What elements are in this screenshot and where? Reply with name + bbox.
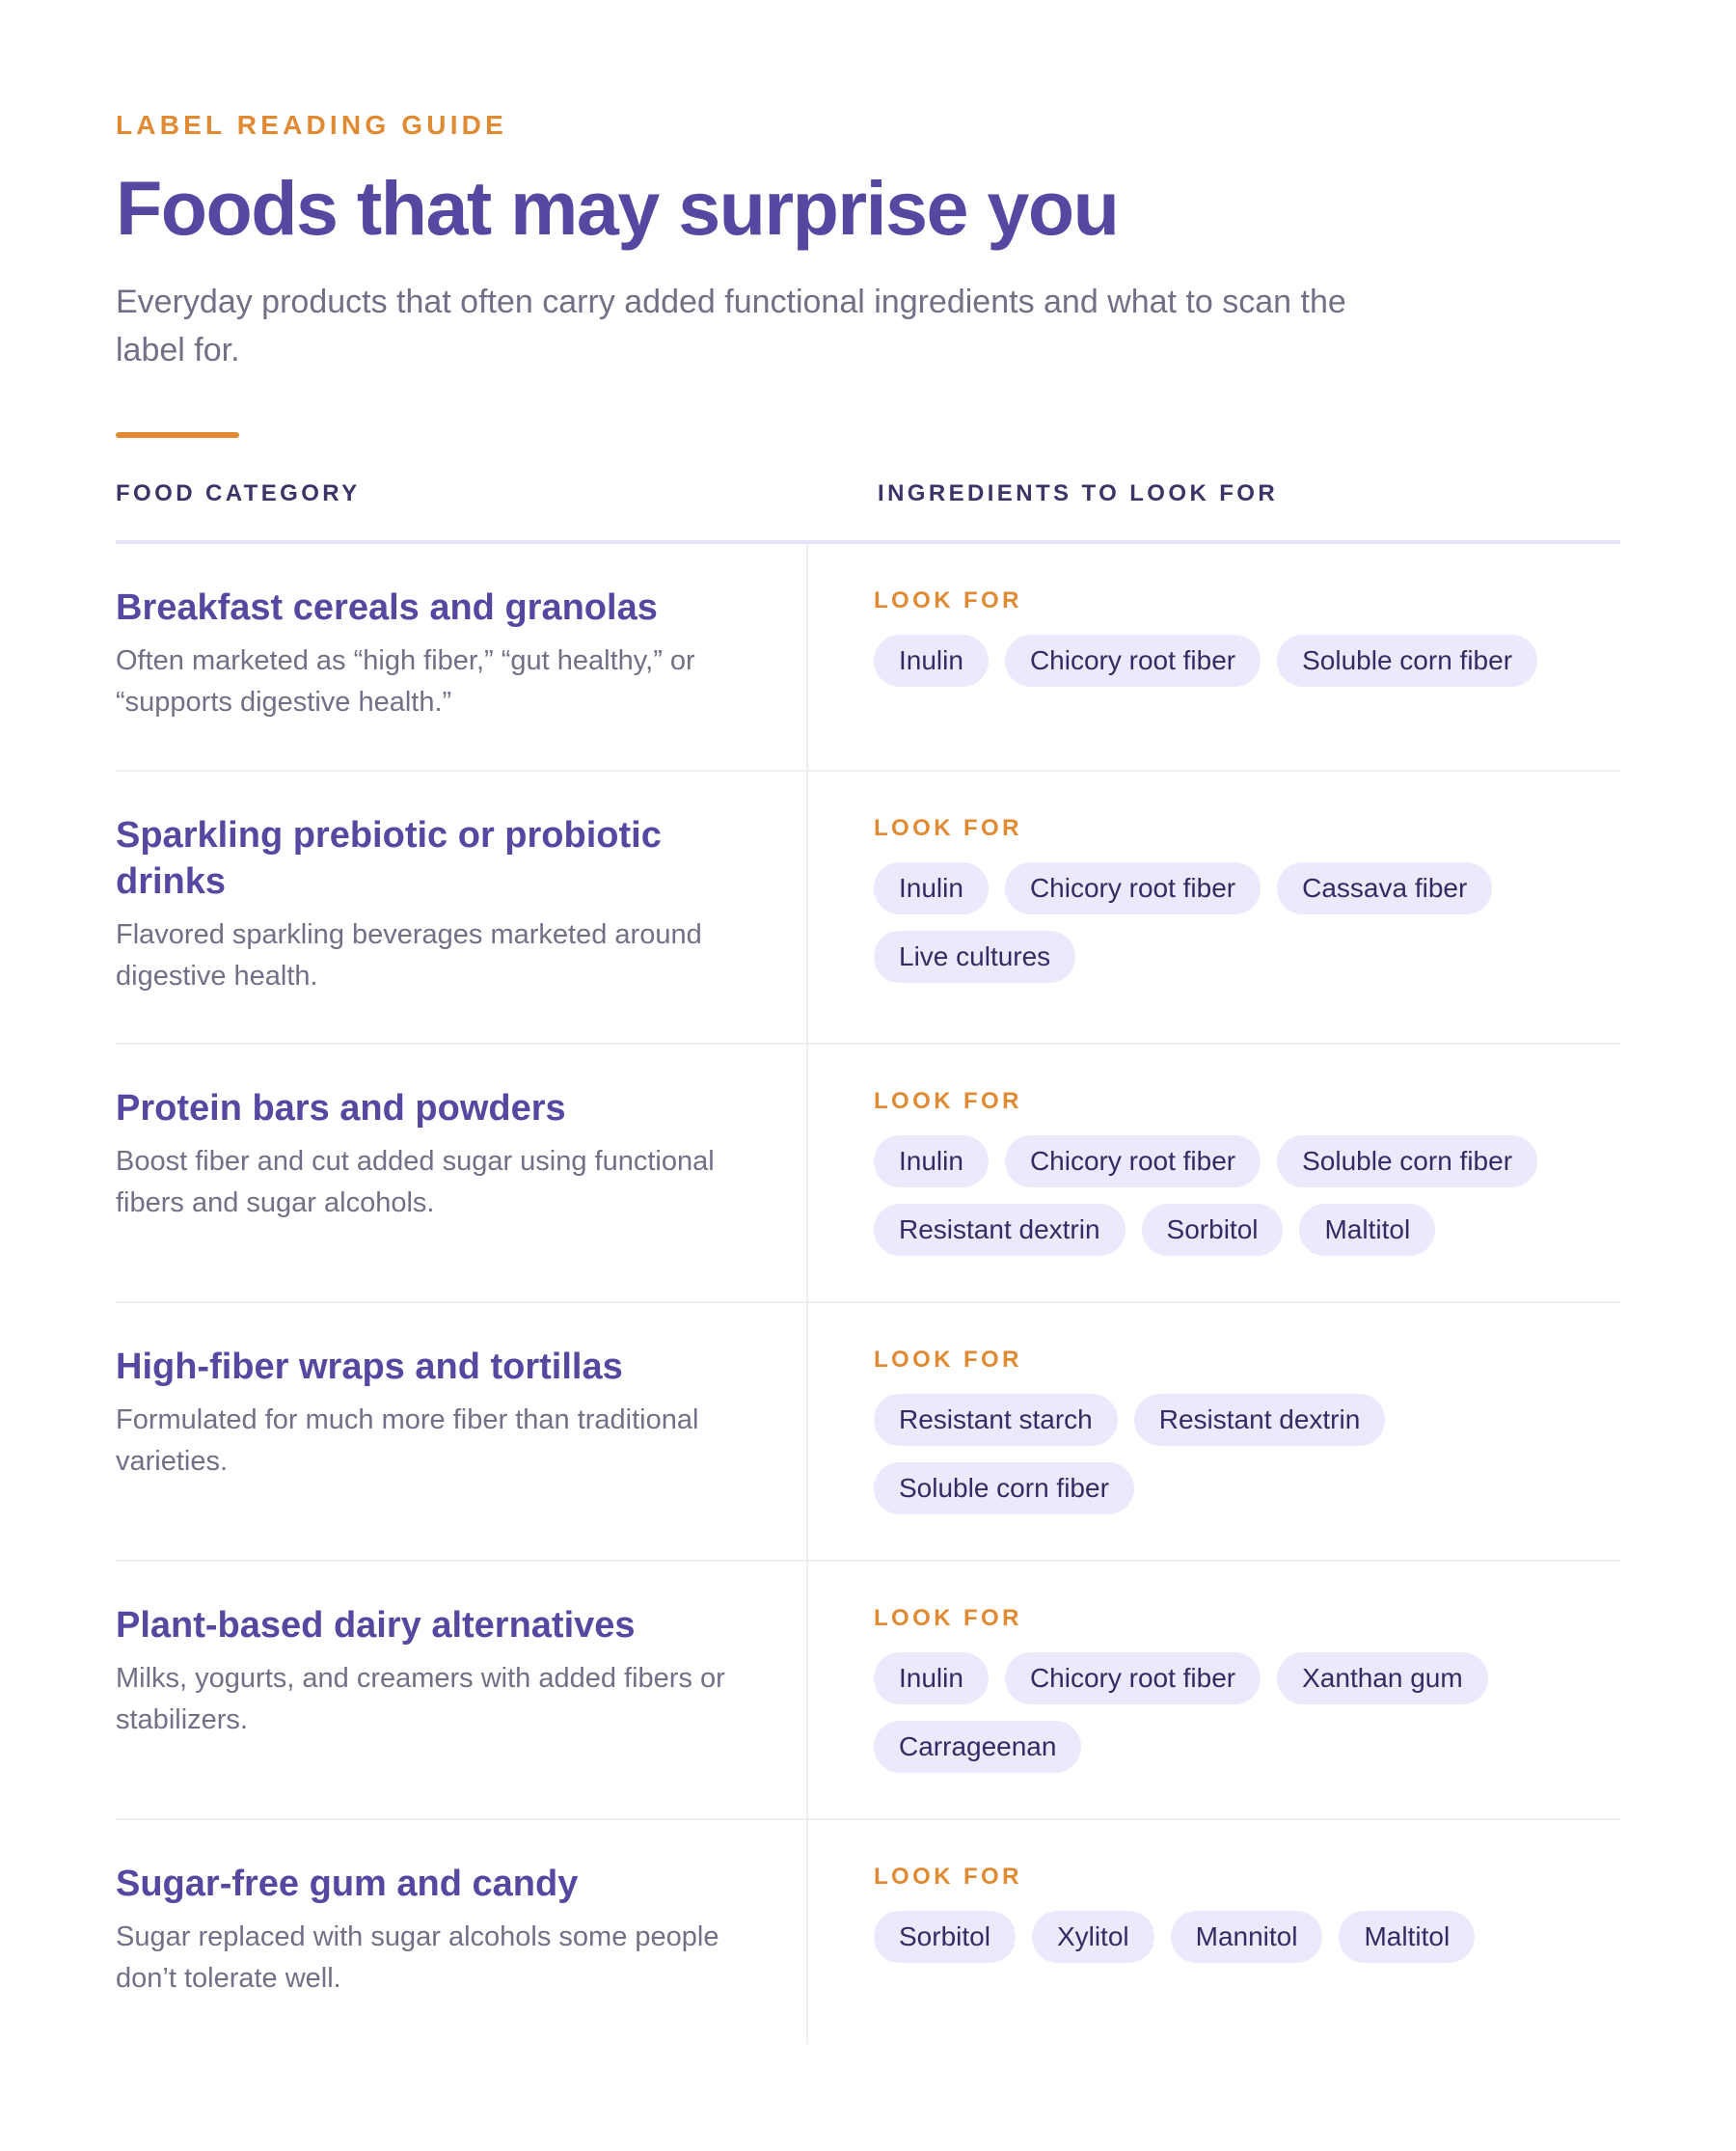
ingredient-chip: Live cultures bbox=[874, 931, 1076, 983]
ingredient-chip: Sorbitol bbox=[874, 1911, 1016, 1963]
ingredient-chip: Resistant starch bbox=[874, 1394, 1118, 1446]
ingredient-chip: Resistant dextrin bbox=[874, 1204, 1126, 1256]
ingredient-chip-list: Inulin Chicory root fiber Soluble corn f… bbox=[874, 1135, 1607, 1256]
ingredient-chip: Carrageenan bbox=[874, 1721, 1082, 1773]
ingredient-chip: Cassava fiber bbox=[1277, 862, 1493, 914]
ingredient-chip: Chicory root fiber bbox=[1004, 1135, 1261, 1187]
ingredient-chip-list: Inulin Chicory root fiber Soluble corn f… bbox=[874, 635, 1607, 687]
ingredient-chip-list: Inulin Chicory root fiber Xanthan gum Ca… bbox=[874, 1652, 1607, 1773]
category-title: Plant-based dairy alternatives bbox=[116, 1605, 636, 1646]
category-title: Sparkling prebiotic or probiotic drinks bbox=[116, 815, 662, 902]
ingredient-chip: Inulin bbox=[874, 635, 989, 687]
ingredient-chip: Mannitol bbox=[1170, 1911, 1323, 1963]
page-subtitle: Everyday products that often carry added… bbox=[116, 284, 1346, 368]
ingredient-chip: Maltitol bbox=[1339, 1911, 1476, 1963]
category-cell: Protein bars and powders Boost fiber and… bbox=[116, 1045, 808, 1301]
category-cell: Breakfast cereals and granolas Often mar… bbox=[116, 544, 808, 770]
ingredient-chip: Xylitol bbox=[1031, 1911, 1154, 1963]
category-title: Sugar-free gum and candy bbox=[116, 1864, 579, 1904]
column-header-ingredients: INGREDIENTS TO LOOK FOR bbox=[878, 480, 1279, 506]
category-title: Breakfast cereals and granolas bbox=[116, 587, 658, 628]
look-for-label: LOOK FOR bbox=[874, 587, 1022, 613]
table-row: Sparkling prebiotic or probiotic drinks … bbox=[116, 772, 1620, 1045]
ingredient-chip-list: Inulin Chicory root fiber Cassava fiber … bbox=[874, 862, 1607, 983]
food-table: Breakfast cereals and granolas Often mar… bbox=[116, 540, 1620, 2044]
look-for-label: LOOK FOR bbox=[874, 1605, 1022, 1631]
category-description: Milks, yogurts, and creamers with added … bbox=[116, 1663, 725, 1735]
table-row: Plant-based dairy alternatives Milks, yo… bbox=[116, 1562, 1620, 1820]
page-title: Foods that may surprise you bbox=[116, 165, 1120, 251]
table-row: Sugar-free gum and candy Sugar replaced … bbox=[116, 1820, 1620, 2044]
ingredients-cell: LOOK FOR Sorbitol Xylitol Mannitol Malti… bbox=[808, 1820, 1620, 2044]
category-cell: Sparkling prebiotic or probiotic drinks … bbox=[116, 772, 808, 1043]
look-for-label: LOOK FOR bbox=[874, 1347, 1022, 1373]
ingredients-cell: LOOK FOR Inulin Chicory root fiber Solub… bbox=[808, 544, 1620, 770]
column-headers: FOOD CATEGORY INGREDIENTS TO LOOK FOR bbox=[116, 476, 1620, 531]
ingredient-chip: Inulin bbox=[874, 1135, 989, 1187]
category-description: Flavored sparkling beverages marketed ar… bbox=[116, 919, 702, 992]
category-description: Boost fiber and cut added sugar using fu… bbox=[116, 1146, 715, 1218]
category-description: Formulated for much more fiber than trad… bbox=[116, 1404, 699, 1477]
ingredient-chip: Chicory root fiber bbox=[1004, 862, 1261, 914]
category-title: High-fiber wraps and tortillas bbox=[116, 1347, 623, 1387]
table-row: Breakfast cereals and granolas Often mar… bbox=[116, 544, 1620, 772]
table-row: Protein bars and powders Boost fiber and… bbox=[116, 1045, 1620, 1303]
ingredient-chip: Sorbitol bbox=[1141, 1204, 1284, 1256]
ingredient-chip: Soluble corn fiber bbox=[874, 1462, 1134, 1514]
ingredient-chip: Chicory root fiber bbox=[1004, 1652, 1261, 1704]
ingredients-cell: LOOK FOR Inulin Chicory root fiber Solub… bbox=[808, 1045, 1620, 1301]
ingredient-chip: Xanthan gum bbox=[1277, 1652, 1488, 1704]
ingredient-chip: Soluble corn fiber bbox=[1277, 1135, 1538, 1187]
ingredient-chip-list: Resistant starch Resistant dextrin Solub… bbox=[874, 1394, 1607, 1514]
look-for-label: LOOK FOR bbox=[874, 1864, 1022, 1890]
ingredient-chip-list: Sorbitol Xylitol Mannitol Maltitol bbox=[874, 1911, 1607, 1963]
ingredient-chip: Inulin bbox=[874, 1652, 989, 1704]
ingredients-cell: LOOK FOR Inulin Chicory root fiber Cassa… bbox=[808, 772, 1620, 1043]
column-header-food-category: FOOD CATEGORY bbox=[116, 480, 361, 506]
table-row: High-fiber wraps and tortillas Formulate… bbox=[116, 1303, 1620, 1562]
ingredient-chip: Chicory root fiber bbox=[1004, 635, 1261, 687]
ingredients-cell: LOOK FOR Resistant starch Resistant dext… bbox=[808, 1303, 1620, 1560]
ingredients-cell: LOOK FOR Inulin Chicory root fiber Xanth… bbox=[808, 1562, 1620, 1818]
accent-divider bbox=[116, 432, 239, 438]
category-description: Sugar replaced with sugar alcohols some … bbox=[116, 1921, 719, 1994]
category-cell: High-fiber wraps and tortillas Formulate… bbox=[116, 1303, 808, 1560]
look-for-label: LOOK FOR bbox=[874, 815, 1022, 841]
ingredient-chip: Inulin bbox=[874, 862, 989, 914]
ingredient-chip: Resistant dextrin bbox=[1133, 1394, 1386, 1446]
ingredient-chip: Maltitol bbox=[1299, 1204, 1436, 1256]
category-cell: Sugar-free gum and candy Sugar replaced … bbox=[116, 1820, 808, 2044]
category-title: Protein bars and powders bbox=[116, 1088, 566, 1129]
eyebrow-label: LABEL READING GUIDE bbox=[116, 110, 507, 140]
category-description: Often marketed as “high fiber,” “gut hea… bbox=[116, 645, 695, 718]
category-cell: Plant-based dairy alternatives Milks, yo… bbox=[116, 1562, 808, 1818]
look-for-label: LOOK FOR bbox=[874, 1088, 1022, 1114]
ingredient-chip: Soluble corn fiber bbox=[1277, 635, 1538, 687]
